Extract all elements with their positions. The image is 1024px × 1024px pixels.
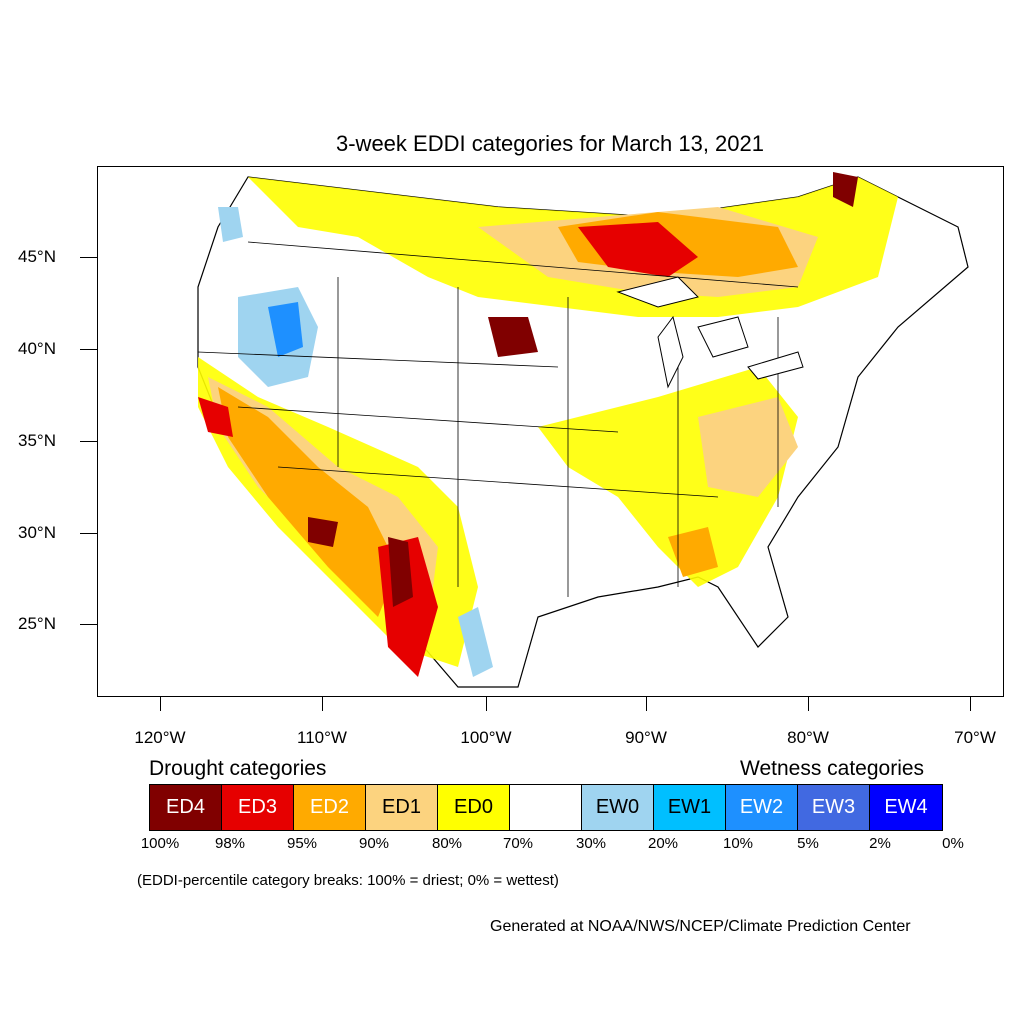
lat-tick: [80, 257, 97, 258]
lat-tick: [80, 349, 97, 350]
state-boundaries: [197, 241, 799, 597]
percent-break: 90%: [358, 835, 390, 852]
lat-label: 45°N: [18, 247, 56, 266]
ed3-region-north: [578, 222, 698, 277]
lat-tick: [80, 441, 97, 442]
lon-tick: [322, 697, 323, 711]
legend-box-ed4: ED4: [150, 785, 222, 830]
legend-box-ed0: ED0: [438, 785, 510, 830]
percent-break: 2%: [869, 835, 891, 852]
great-lakes: [616, 276, 804, 389]
percent-break: 70%: [502, 835, 534, 852]
legend-box-ew1: EW1: [654, 785, 726, 830]
ew-region-northwest-core: [268, 302, 303, 357]
lat-label: 25°N: [18, 614, 56, 633]
ed4-region-ontario: [833, 172, 858, 207]
legend-box-ew3: EW3: [798, 785, 870, 830]
percent-break: 20%: [647, 835, 679, 852]
percent-break: 0%: [942, 835, 964, 852]
legend-box-ed2: ED2: [294, 785, 366, 830]
legend-box-normal: [510, 785, 582, 830]
lat-tick: [80, 533, 97, 534]
ed4-region-arizona: [308, 517, 338, 547]
percent-break: 30%: [575, 835, 607, 852]
percent-break: 10%: [722, 835, 754, 852]
lat-label: 35°N: [18, 431, 56, 450]
legend-box-ed1: ED1: [366, 785, 438, 830]
category-legend: ED4 ED3 ED2 ED1 ED0 EW0 EW1 EW2 EW3 EW4: [149, 784, 943, 831]
legend-box-ew4: EW4: [870, 785, 942, 830]
lon-tick: [646, 697, 647, 711]
lat-tick: [80, 624, 97, 625]
percent-break: 95%: [286, 835, 318, 852]
ed3-region-california: [198, 397, 233, 437]
ed2-region-southeast: [668, 527, 718, 577]
lat-label: 40°N: [18, 339, 56, 358]
lon-label: 90°W: [625, 728, 667, 747]
category-note: (EDDI-percentile category breaks: 100% =…: [137, 872, 559, 889]
lon-label: 110°W: [297, 728, 347, 747]
ed4-region-dakota: [488, 317, 538, 357]
percent-break: 5%: [797, 835, 819, 852]
percent-break: 98%: [214, 835, 246, 852]
ew-region-washington: [218, 207, 243, 242]
lon-tick: [808, 697, 809, 711]
wetness-heading: Wetness categories: [740, 757, 925, 780]
percent-break: 100%: [140, 835, 180, 852]
lon-label: 80°W: [787, 728, 829, 747]
ed1-region-east: [698, 397, 798, 497]
eddi-map: [197, 172, 969, 688]
legend-box-ew2: EW2: [726, 785, 798, 830]
map-panel: [97, 166, 1004, 697]
lon-tick: [160, 697, 161, 711]
ew-region-texas: [458, 607, 493, 677]
lon-tick: [486, 697, 487, 711]
lon-tick: [970, 697, 971, 711]
lon-label: 70°W: [954, 728, 996, 747]
credit-line: Generated at NOAA/NWS/NCEP/Climate Predi…: [490, 918, 911, 935]
ed4-region-newmexico: [388, 537, 413, 607]
drought-heading: Drought categories: [149, 757, 327, 780]
legend-box-ew0: EW0: [582, 785, 654, 830]
ed2-region-southwest: [218, 387, 398, 617]
lon-label: 120°W: [134, 728, 186, 747]
percent-break: 80%: [431, 835, 463, 852]
lon-label: 100°W: [460, 728, 512, 747]
map-title: 3-week EDDI categories for March 13, 202…: [336, 131, 764, 156]
legend-box-ed3: ED3: [222, 785, 294, 830]
lat-label: 30°N: [18, 523, 56, 542]
